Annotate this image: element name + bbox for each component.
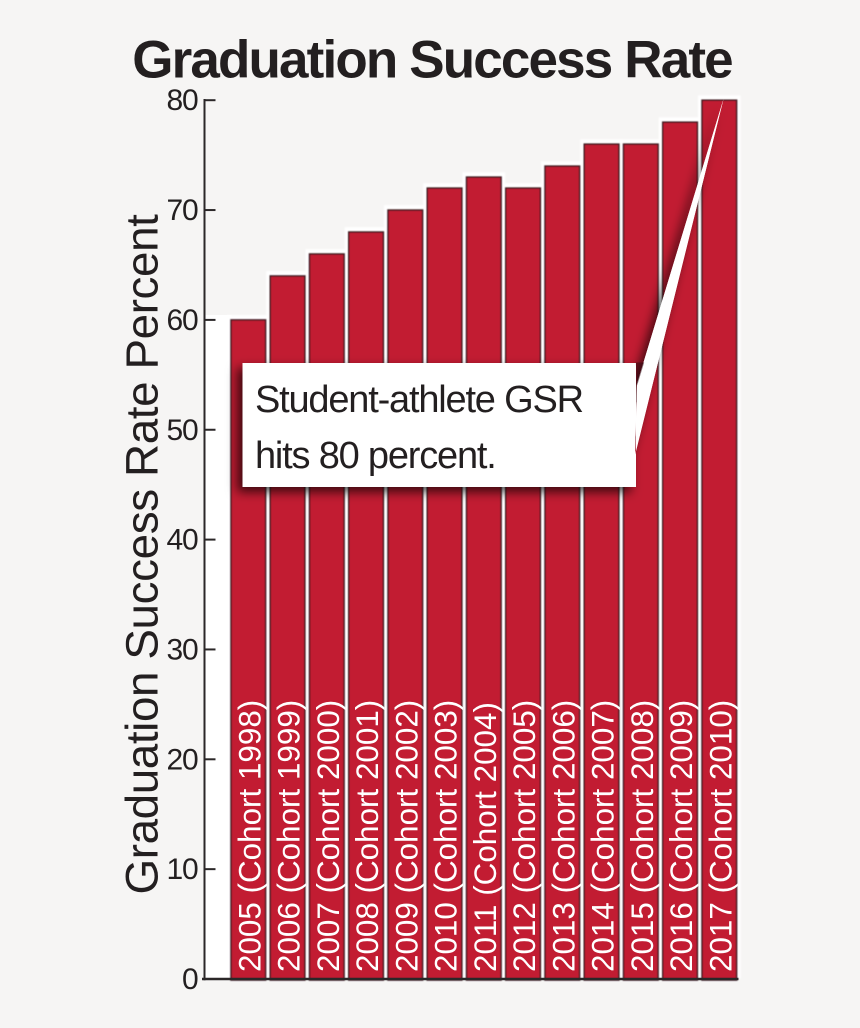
svg-text:hits 80 percent.: hits 80 percent. xyxy=(255,435,496,477)
svg-text:2008 (Cohort 2001): 2008 (Cohort 2001) xyxy=(350,700,385,972)
svg-text:2010 (Cohort 2003): 2010 (Cohort 2003) xyxy=(429,700,464,972)
svg-text:0: 0 xyxy=(182,963,198,996)
svg-text:Graduation Success Rate: Graduation Success Rate xyxy=(132,31,732,90)
svg-text:60: 60 xyxy=(167,304,198,337)
svg-text:2011 (Cohort 2004): 2011 (Cohort 2004) xyxy=(468,702,503,972)
svg-text:2005 (Cohort 1998): 2005 (Cohort 1998) xyxy=(232,700,267,972)
svg-text:2013 (Cohort 2006): 2013 (Cohort 2006) xyxy=(546,700,581,972)
svg-text:Graduation Success Rate Percen: Graduation Success Rate Percent xyxy=(117,214,168,895)
svg-text:70: 70 xyxy=(167,194,198,227)
svg-text:2014 (Cohort 2007): 2014 (Cohort 2007) xyxy=(586,700,621,972)
svg-text:30: 30 xyxy=(167,633,198,666)
svg-text:2016 (Cohort 2009): 2016 (Cohort 2009) xyxy=(664,700,699,972)
svg-text:2012 (Cohort 2005): 2012 (Cohort 2005) xyxy=(507,700,542,972)
svg-text:80: 80 xyxy=(167,84,198,117)
svg-text:10: 10 xyxy=(167,853,198,886)
svg-text:Student-athlete GSR: Student-athlete GSR xyxy=(255,379,583,421)
svg-text:2007 (Cohort 2000): 2007 (Cohort 2000) xyxy=(311,700,346,972)
svg-text:2009 (Cohort 2002): 2009 (Cohort 2002) xyxy=(389,700,424,972)
svg-text:40: 40 xyxy=(167,524,198,557)
svg-text:2006 (Cohort 1999): 2006 (Cohort 1999) xyxy=(272,700,307,972)
svg-text:2015 (Cohort 2008): 2015 (Cohort 2008) xyxy=(625,700,660,972)
svg-text:50: 50 xyxy=(167,414,198,447)
svg-text:20: 20 xyxy=(167,743,198,776)
svg-text:2017 (Cohort 2010): 2017 (Cohort 2010) xyxy=(703,700,738,972)
